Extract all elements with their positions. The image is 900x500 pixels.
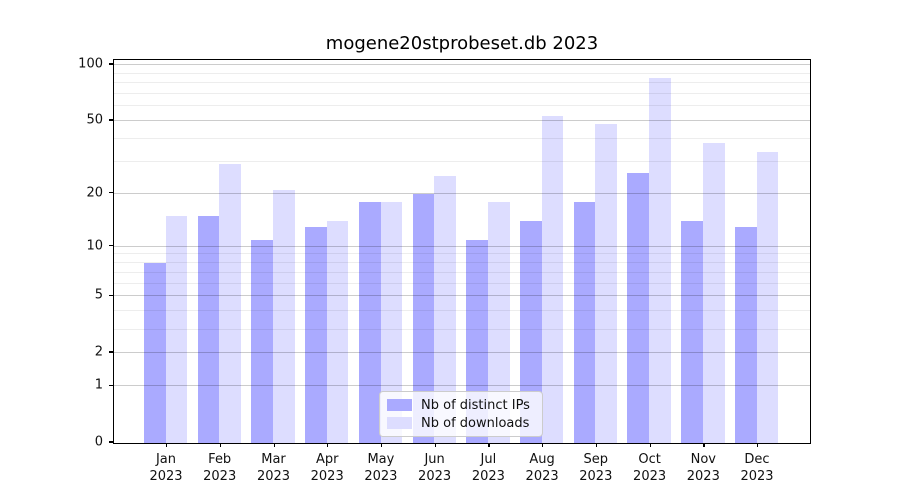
grid-line-major	[114, 295, 810, 297]
legend-label-distinct-ips: Nb of distinct IPs	[421, 397, 530, 413]
bar-distinct-ips-dec	[734, 226, 757, 443]
bar-downloads-sep	[595, 124, 618, 443]
bar-downloads-jul	[487, 201, 510, 443]
x-tick-label-jun: Jun 2023	[418, 452, 452, 484]
bar-distinct-ips-jun	[412, 193, 435, 443]
y-tick-mark	[108, 245, 113, 247]
legend-item-distinct-ips: Nb of distinct IPs	[387, 396, 535, 414]
bar-distinct-ips-oct	[627, 173, 650, 443]
x-tick-mark	[434, 443, 436, 447]
y-tick-mark	[108, 63, 113, 65]
legend-swatch-distinct-ips-icon	[387, 398, 412, 412]
grid-line-major	[114, 385, 810, 387]
grid-line-major	[114, 120, 810, 121]
chart-title: mogene20stprobeset.db 2023	[325, 33, 599, 54]
y-tick-mark	[108, 119, 113, 121]
bar-distinct-ips-jan	[143, 263, 166, 443]
x-tick-mark	[380, 443, 383, 447]
y-tick-mark	[108, 384, 113, 386]
x-tick-label-feb: Feb 2023	[203, 452, 237, 484]
grid-line-major	[114, 64, 810, 65]
x-tick-label-dec: Dec 2023	[740, 452, 774, 484]
legend-label-downloads: Nb of downloads	[421, 415, 530, 431]
y-tick-label: 5	[94, 287, 103, 303]
bar-downloads-nov	[702, 142, 725, 443]
bar-downloads-mar	[273, 189, 295, 443]
x-tick-mark	[703, 443, 705, 447]
x-tick-mark	[542, 443, 544, 447]
x-tick-label-aug: Aug 2023	[525, 452, 559, 484]
x-tick-label-mar: Mar 2023	[256, 452, 291, 484]
y-tick-label: 1	[94, 377, 103, 393]
bar-downloads-aug	[541, 116, 564, 443]
grid-line-minor	[114, 328, 810, 330]
bar-downloads-apr	[326, 221, 349, 443]
x-tick-mark	[488, 443, 490, 447]
y-tick-label: 50	[86, 112, 103, 128]
bar-downloads-may	[380, 201, 403, 443]
grid-line-minor	[114, 72, 810, 74]
grid-line-minor	[114, 105, 810, 107]
bar-downloads-dec	[756, 151, 779, 443]
bar-distinct-ips-mar	[251, 239, 274, 443]
bar-downloads-jun	[434, 176, 456, 443]
grid-line-minor	[114, 92, 810, 94]
plot-area: Nb of distinct IPs Nb of downloads	[113, 59, 811, 444]
y-tick-label: 10	[86, 238, 103, 254]
x-tick-label-may: May 2023	[364, 452, 398, 484]
bar-distinct-ips-aug	[520, 221, 542, 443]
x-tick-mark	[757, 443, 759, 447]
x-tick-label-apr: Apr 2023	[310, 452, 344, 484]
bar-distinct-ips-may	[358, 201, 381, 443]
x-tick-label-jan: Jan 2023	[149, 452, 183, 484]
bar-distinct-ips-nov	[681, 221, 703, 443]
x-tick-mark	[166, 443, 168, 447]
grid-line-minor	[114, 137, 810, 139]
y-tick-label: 100	[78, 56, 103, 72]
grid-line-major	[114, 192, 810, 194]
grid-line-major	[114, 245, 810, 247]
grid-line-minor	[114, 282, 810, 284]
bar-distinct-ips-apr	[305, 226, 327, 443]
legend: Nb of distinct IPs Nb of downloads	[379, 391, 543, 437]
grid-line-minor	[114, 253, 810, 255]
grid-line-minor	[114, 262, 810, 263]
x-tick-mark	[327, 443, 329, 447]
grid-line-minor	[114, 160, 810, 162]
bar-downloads-jan	[165, 215, 188, 443]
x-tick-label-oct: Oct 2023	[633, 452, 667, 484]
x-tick-mark	[219, 443, 221, 447]
y-tick-label: 20	[86, 185, 103, 201]
y-tick-mark	[108, 441, 113, 443]
x-tick-label-jul: Jul 2023	[471, 452, 505, 484]
legend-swatch-downloads-icon	[387, 416, 412, 430]
bar-downloads-feb	[219, 164, 242, 443]
x-tick-label-sep: Sep 2023	[579, 452, 613, 484]
bar-distinct-ips-feb	[197, 215, 220, 443]
x-tick-mark	[595, 443, 598, 447]
grid-line-minor	[114, 271, 810, 273]
legend-item-downloads: Nb of downloads	[387, 414, 535, 432]
bar-distinct-ips-sep	[573, 201, 596, 443]
x-tick-mark	[273, 443, 275, 447]
y-tick-mark	[108, 294, 113, 296]
x-tick-mark	[649, 443, 651, 447]
y-tick-mark	[108, 192, 113, 194]
x-tick-label-nov: Nov 2023	[686, 452, 720, 484]
y-tick-label: 0	[94, 434, 103, 450]
grid-line-major	[114, 352, 810, 353]
grid-line-minor	[114, 310, 810, 312]
y-tick-mark	[108, 351, 113, 353]
y-tick-label: 2	[94, 344, 103, 360]
bar-downloads-oct	[649, 78, 671, 443]
grid-line-minor	[114, 82, 810, 84]
